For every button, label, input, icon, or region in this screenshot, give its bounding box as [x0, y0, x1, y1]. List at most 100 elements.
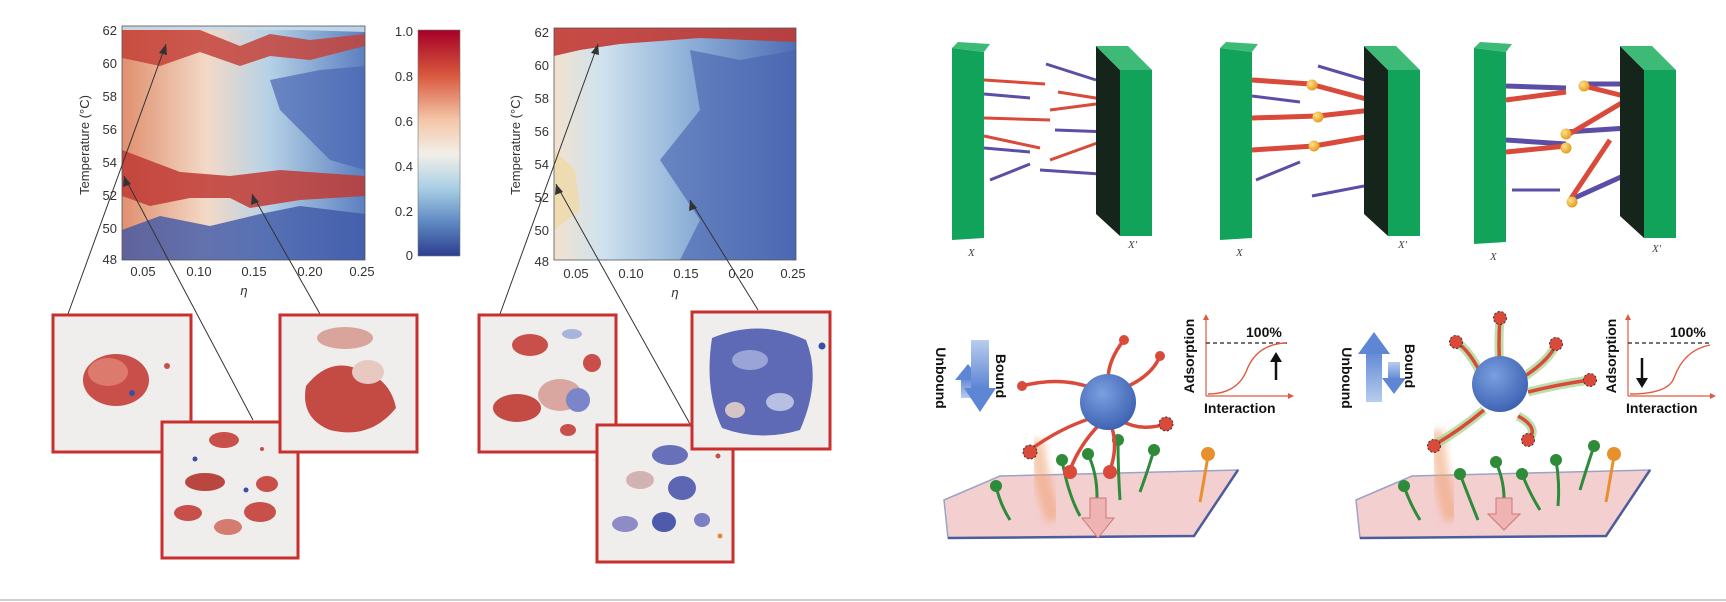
wall-xprime-face: [1120, 70, 1152, 236]
particle-clusters: [612, 445, 723, 539]
connector-lines: [67, 43, 759, 425]
bond-bead: [1312, 111, 1324, 123]
y-tick: 54: [535, 157, 549, 172]
x-tick: 0.05: [563, 266, 588, 281]
bonded-strands: [1251, 64, 1373, 198]
bond-bead: [1306, 79, 1318, 91]
heatmap-left-red-band-top: [122, 30, 365, 66]
inset-x-label: Interaction: [1626, 400, 1698, 416]
x-tick: 0.25: [780, 266, 805, 281]
wall-xprime-dark: [1620, 46, 1644, 238]
bound-arrow: [971, 340, 989, 388]
connector-arrowheads: [123, 44, 697, 211]
heatmap-right-y-label: Temperature (°C): [508, 95, 523, 195]
heatmap-right-x-label: η: [671, 285, 678, 300]
bond-bead: [1308, 140, 1320, 152]
wall-diagram-3: X X': [1474, 42, 1676, 263]
inset-percent: 100%: [1246, 324, 1282, 340]
snapshot-right-c: [690, 310, 832, 451]
colorbar-tick: 0: [406, 248, 413, 263]
particle-clusters: [174, 432, 278, 535]
wall-diagram-2: X X': [1220, 42, 1420, 259]
particle-clusters: [493, 329, 601, 436]
adsorption-diagram-right: Unbound Bound: [1339, 311, 1716, 540]
down-arrow: [1486, 497, 1522, 531]
heatmap-left-blue-right: [270, 66, 365, 170]
wall-xprime-face: [1388, 70, 1420, 236]
inset-y-label: Adsorption: [1603, 319, 1619, 394]
heatmap-right-x-ticks: 0.05 0.10 0.15 0.20 0.25: [563, 266, 805, 281]
heatmap-left-x-ticks: 0.05 0.10 0.15 0.20 0.25: [130, 264, 374, 279]
ligand-strands: [983, 62, 1111, 182]
x-tick: 0.25: [349, 264, 374, 279]
adsorption-inset-right: 100% Interaction Adsorption: [1603, 314, 1716, 416]
wall-label-xprime: X': [1651, 243, 1662, 255]
connector-line: [251, 193, 321, 315]
heatmap-left-red-band-mid: [122, 150, 365, 208]
snapshot-left-b: [160, 420, 300, 560]
wall-label-x: X: [967, 247, 976, 259]
heatmap-left-blue-bottom: [122, 206, 365, 260]
colorbar-gradient: [417, 29, 461, 257]
heatmap-left-x-label: η: [240, 283, 247, 298]
snapshot-left-a: [51, 313, 193, 454]
arrowhead: [159, 44, 167, 55]
y-tick: 50: [103, 221, 117, 236]
colorbar-tick: 0.4: [395, 159, 413, 174]
connector-line: [555, 183, 691, 425]
colorbar-tick: 0.6: [395, 114, 413, 129]
y-tick: 54: [103, 155, 117, 170]
particle-core: [1080, 374, 1136, 430]
heatmap-right-red-band-top: [554, 28, 796, 56]
heatmap-left-y-label: Temperature (°C): [77, 95, 92, 195]
heatmap-left-y-ticks: 62 60 58 56 54 52 50 48: [103, 23, 117, 267]
wall-label-x: X: [1235, 247, 1244, 259]
x-tick: 0.20: [728, 266, 753, 281]
inset-percent: 100%: [1670, 324, 1706, 340]
wall-label-xprime: X': [1127, 239, 1138, 251]
heatmap-left-light-top: [122, 26, 365, 32]
arrowhead: [555, 184, 563, 195]
wall-label-x: X: [1489, 251, 1498, 263]
x-tick: 0.20: [297, 264, 322, 279]
particle-cluster: [305, 327, 396, 433]
y-tick: 62: [103, 23, 117, 38]
connector-line: [67, 43, 167, 315]
particle-cluster: [83, 354, 170, 406]
unbound-arrow: [1366, 350, 1382, 402]
arrowhead: [591, 44, 599, 55]
bond-bead: [1566, 196, 1578, 208]
colorbar-tick: 0.8: [395, 69, 413, 84]
y-tick: 48: [103, 252, 117, 267]
y-tick: 56: [535, 124, 549, 139]
colorbar: 1.0 0.8 0.6 0.4 0.2 0: [395, 24, 461, 263]
inset-y-label: Adsorption: [1181, 319, 1197, 394]
colorbar-tick: 1.0: [395, 24, 413, 39]
colorbar-tick: 0.2: [395, 204, 413, 219]
adsorption-inset-left: 100% Interaction Adsorption: [1181, 314, 1294, 416]
connector-line: [123, 175, 254, 421]
heatmap-right-y-ticks: 62 60 58 56 54 52 50 48: [535, 25, 549, 269]
y-tick: 58: [535, 91, 549, 106]
particle-cluster: [709, 328, 826, 436]
wall-x-face: [952, 48, 984, 240]
x-tick: 0.05: [130, 264, 155, 279]
y-tick: 62: [535, 25, 549, 40]
wall-xprime-dark: [1096, 46, 1120, 236]
wall-xprime-dark: [1364, 46, 1388, 236]
bond-bead: [1560, 128, 1572, 140]
bound-label: Bound: [1402, 344, 1418, 388]
particle-core: [1472, 356, 1528, 412]
heatmap-right: 62 60 58 56 54 52 50 48 0.05 0.10 0.15 0…: [508, 25, 806, 300]
y-tick: 58: [103, 89, 117, 104]
heatmap-right-yellow-edge: [554, 150, 580, 230]
y-tick: 60: [103, 56, 117, 71]
heatmap-left: 62 60 58 56 54 52 50 48 0.05 0.10 0.15 0…: [77, 23, 375, 298]
x-tick: 0.15: [241, 264, 266, 279]
y-tick: 56: [103, 122, 117, 137]
inset-x-label: Interaction: [1204, 400, 1276, 416]
x-tick: 0.10: [186, 264, 211, 279]
wall-x-face: [1220, 48, 1252, 240]
down-arrow: [1080, 497, 1116, 539]
wall-x-face: [1474, 48, 1506, 244]
